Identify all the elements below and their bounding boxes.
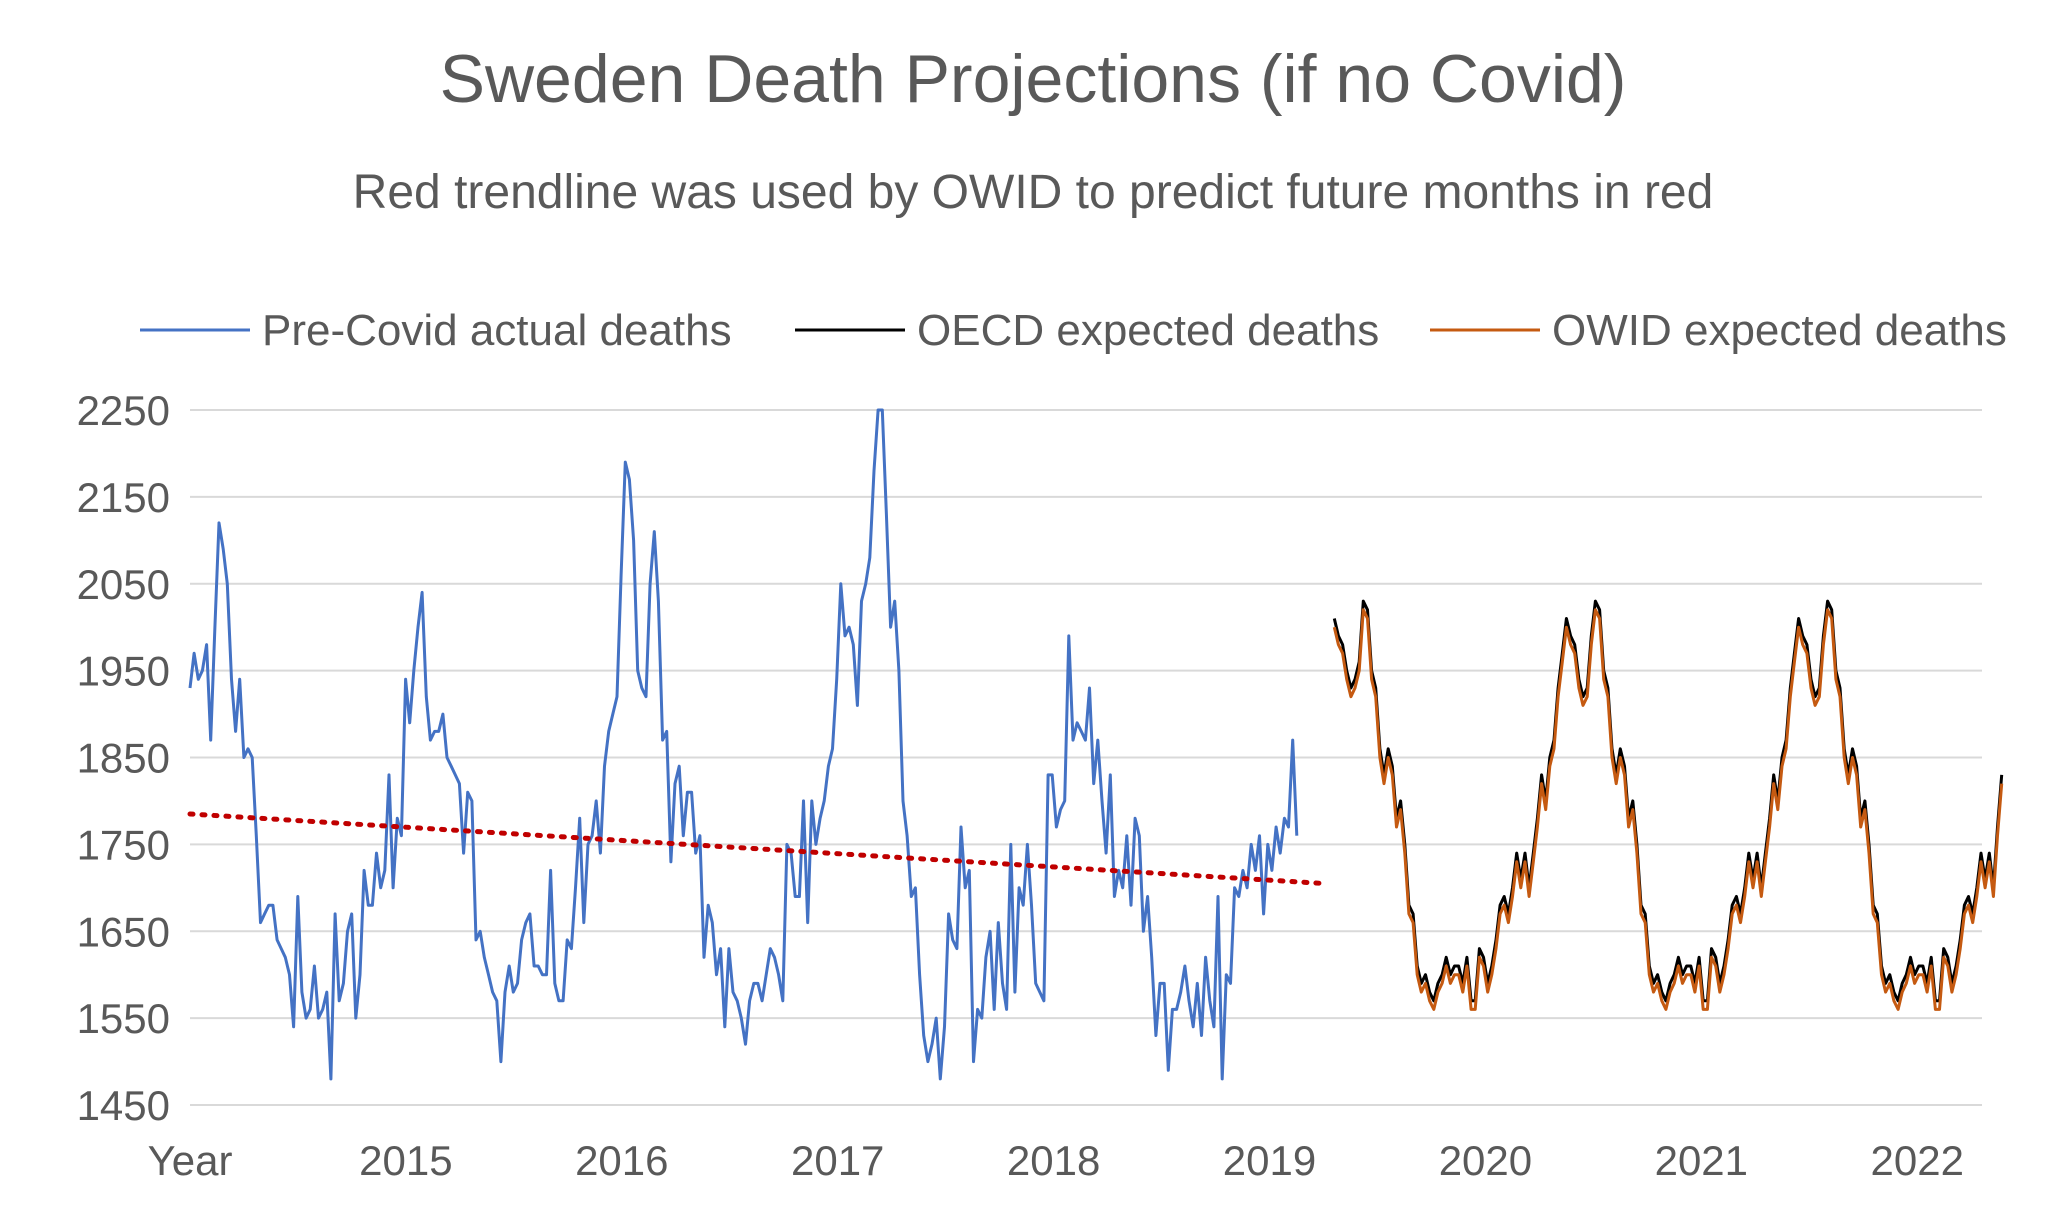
x-tick-label: 2019 xyxy=(1223,1137,1316,1184)
series-line-1 xyxy=(1332,599,2004,1003)
y-tick-label: 1950 xyxy=(77,648,170,695)
x-tick-label: 2015 xyxy=(359,1137,452,1184)
legend-label: OWID expected deaths xyxy=(1552,306,2007,355)
x-tick-label: 2018 xyxy=(1007,1137,1100,1184)
y-tick-label: 1750 xyxy=(77,821,170,868)
y-tick-label: 2050 xyxy=(77,561,170,608)
y-tick-label: 1850 xyxy=(77,735,170,782)
legend-label: Pre-Covid actual deaths xyxy=(262,306,732,355)
y-tick-label: 2150 xyxy=(77,474,170,521)
series-line-0 xyxy=(188,408,1299,1081)
y-tick-label: 2250 xyxy=(77,387,170,434)
series-line-2 xyxy=(1332,608,2004,1011)
y-tick-label: 1650 xyxy=(77,908,170,955)
y-tick-label: 1550 xyxy=(77,995,170,1042)
x-tick-label: 2021 xyxy=(1655,1137,1748,1184)
legend-label: OECD expected deaths xyxy=(917,306,1379,355)
gridlines xyxy=(190,409,1982,1020)
y-axis-ticks: 1450 1550 1650 1750 1850 1950 2050 2150 2250 xyxy=(77,387,170,1129)
trendline xyxy=(187,811,1326,886)
legend: Pre-Covid actual deaths OECD expected dea… xyxy=(140,306,2007,355)
x-axis-title: Year xyxy=(148,1137,233,1184)
chart-subtitle: Red trendline was used by OWID to predic… xyxy=(352,166,1714,219)
series-layer xyxy=(187,408,2004,1081)
chart-title: Sweden Death Projections (if no Covid) xyxy=(439,41,1627,117)
x-tick-label: 2022 xyxy=(1871,1137,1964,1184)
x-axis-ticks: Year 2015 2016 2017 2018 2019 2020 2021 2022 xyxy=(148,1137,1964,1184)
x-tick-label: 2016 xyxy=(575,1137,668,1184)
y-tick-label: 1450 xyxy=(77,1082,170,1129)
x-tick-label: 2020 xyxy=(1439,1137,1532,1184)
x-tick-label: 2017 xyxy=(791,1137,884,1184)
